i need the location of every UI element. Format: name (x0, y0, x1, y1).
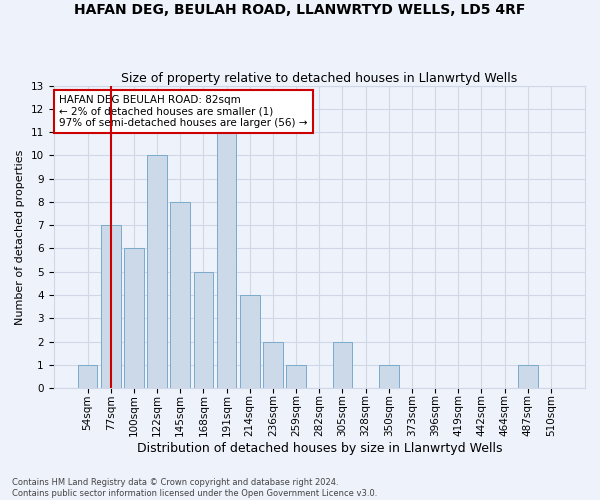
Text: Contains HM Land Registry data © Crown copyright and database right 2024.
Contai: Contains HM Land Registry data © Crown c… (12, 478, 377, 498)
Bar (170, 202, 190, 388)
Text: HAFAN DEG, BEULAH ROAD, LLANWRTYD WELLS, LD5 4RF: HAFAN DEG, BEULAH ROAD, LLANWRTYD WELLS,… (74, 2, 526, 16)
X-axis label: Distribution of detached houses by size in Llanwrtyd Wells: Distribution of detached houses by size … (137, 442, 502, 455)
Text: HAFAN DEG BEULAH ROAD: 82sqm
← 2% of detached houses are smaller (1)
97% of semi: HAFAN DEG BEULAH ROAD: 82sqm ← 2% of det… (59, 94, 307, 128)
Bar (217, 132, 236, 388)
Y-axis label: Number of detached properties: Number of detached properties (15, 149, 25, 324)
Title: Size of property relative to detached houses in Llanwrtyd Wells: Size of property relative to detached ho… (121, 72, 517, 85)
Bar (518, 365, 538, 388)
Bar (124, 248, 144, 388)
Bar (263, 342, 283, 388)
Bar (240, 295, 260, 388)
Bar (332, 342, 352, 388)
Bar (286, 365, 306, 388)
Bar (77, 365, 97, 388)
Bar (147, 156, 167, 388)
Bar (194, 272, 213, 388)
Bar (101, 225, 121, 388)
Bar (379, 365, 398, 388)
